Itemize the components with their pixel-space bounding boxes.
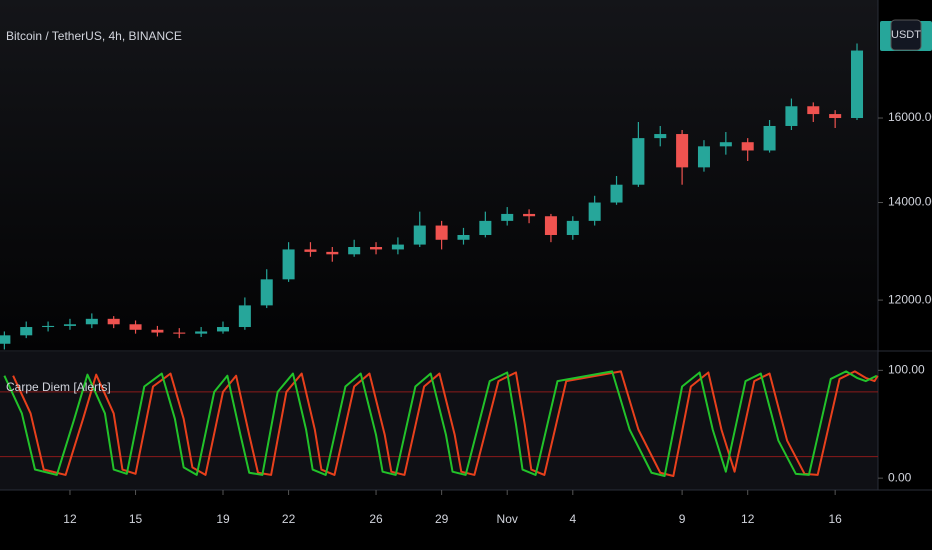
x-tick-label: 4 [569, 512, 576, 526]
currency-label[interactable]: USDT [891, 29, 921, 41]
x-tick-label: 12 [741, 512, 755, 526]
candle-body [326, 251, 339, 255]
candle-body [391, 244, 404, 250]
price-pane [0, 0, 878, 350]
x-tick-label: Nov [497, 512, 518, 526]
indicator-line [12, 370, 879, 477]
candle-body [304, 249, 317, 252]
x-tick-label: 9 [679, 512, 686, 526]
y-tick-label: 14000.00 [888, 195, 932, 209]
indicator-title: Carpe Diem [Alerts] [6, 380, 111, 394]
chart-title: Bitcoin / TetherUS, 4h, BINANCE [6, 29, 182, 43]
candle-body [85, 318, 98, 325]
candle-body [566, 220, 579, 235]
candle-body [260, 279, 273, 306]
candle-body [588, 202, 601, 221]
x-tick-label: 26 [369, 512, 383, 526]
candle-body [173, 332, 186, 334]
candle-body [807, 106, 820, 115]
candle-body [435, 225, 448, 240]
y-tick-label: 0.00 [888, 470, 912, 484]
y-tick-label: 16000.00 [888, 110, 932, 124]
candle-body [216, 327, 230, 332]
x-tick-label: 15 [129, 512, 143, 526]
candle-body [457, 234, 470, 240]
candle-body [63, 324, 76, 326]
candle-body [195, 331, 208, 334]
candle-body [370, 247, 383, 250]
candle-body [501, 213, 514, 221]
candle-body [107, 318, 120, 325]
x-tick-label: 12 [63, 512, 77, 526]
candle-body [151, 329, 164, 333]
candle-body [719, 142, 732, 147]
candle-body [129, 324, 142, 330]
x-tick-label: 19 [216, 512, 230, 526]
candle-body [697, 146, 710, 168]
candle-body [0, 335, 11, 344]
candle-body [654, 134, 667, 139]
candle-body [850, 50, 864, 119]
candle-body [632, 138, 645, 185]
candle-body [610, 184, 623, 203]
currency-button[interactable] [890, 19, 922, 51]
x-tick-label: 16 [828, 512, 842, 526]
candle-body [523, 213, 536, 217]
candle-body [544, 216, 557, 235]
indicator-line [3, 370, 878, 477]
candle-body [42, 325, 55, 328]
candle-body [479, 220, 492, 235]
x-tick-label: 22 [282, 512, 296, 526]
candle-body [829, 114, 842, 119]
candle-body [282, 249, 295, 280]
candle-body [348, 247, 361, 255]
x-tick-label: 29 [435, 512, 449, 526]
candle-body [741, 142, 754, 151]
candle-body [676, 134, 689, 168]
candle-body [20, 327, 33, 336]
candle-body [763, 125, 776, 151]
y-tick-label: 100.00 [888, 363, 925, 377]
candle-body [238, 305, 251, 328]
y-tick-label: 12000.00 [888, 292, 932, 306]
candle-body [413, 225, 426, 245]
candle-body [785, 106, 798, 126]
